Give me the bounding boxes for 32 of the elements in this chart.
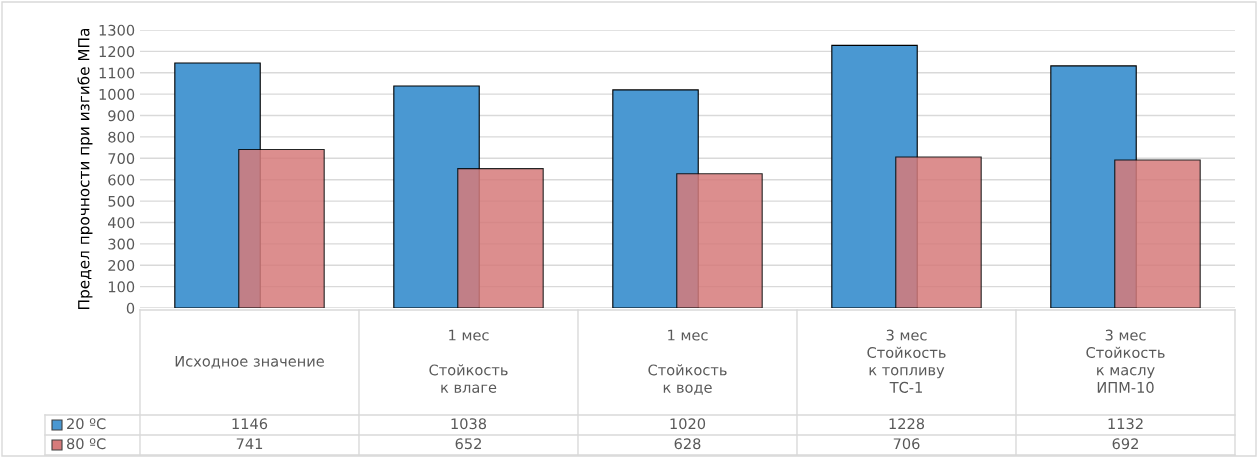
- y-tick-label: 1000: [99, 88, 135, 100]
- data-label: 1146: [232, 418, 268, 430]
- y-tick-label: 400: [108, 217, 135, 229]
- data-label: 741: [236, 438, 263, 450]
- y-tick-label: 800: [108, 131, 135, 143]
- y-tick-label: 1100: [99, 67, 135, 79]
- category-label: 1 мес Стойкость к воде: [648, 329, 727, 395]
- y-tick-label: 1200: [99, 46, 135, 58]
- data-label: 1038: [451, 418, 487, 430]
- legend-label: 20 ºC: [67, 418, 106, 430]
- y-tick-label: 0: [126, 302, 135, 314]
- legend-label: 80 ºC: [66, 438, 106, 450]
- x-tick-label: 3 мес Стойкость к маслу ИПМ-10: [1086, 329, 1165, 393]
- data-label: 1020: [670, 418, 706, 430]
- data-label: 1228: [889, 418, 925, 430]
- y-tick-label: 600: [108, 174, 135, 186]
- category-label: 1 мес Стойкость к влаге: [429, 329, 508, 393]
- y-tick-label: 200: [108, 259, 135, 271]
- data-label: 628: [674, 438, 701, 450]
- y-tick-label: 300: [108, 238, 135, 250]
- data-label: 652: [455, 438, 481, 450]
- y-tick-label: 1300: [99, 24, 135, 36]
- y-tick-label: 100: [108, 281, 135, 293]
- y-tick-label: 500: [108, 195, 135, 207]
- x-tick-label: Исходное значение: [175, 355, 324, 369]
- data-label: 1132: [1108, 418, 1143, 430]
- data-label: 692: [1112, 438, 1138, 450]
- y-axis-title: Предел прочности при изгибе МПа: [77, 28, 93, 309]
- data-label: 706: [893, 438, 920, 450]
- x-tick-label: 3 мес Стойкость к топливу ТС-1: [867, 329, 946, 393]
- y-tick-label: 700: [108, 153, 135, 165]
- y-tick-label: 900: [108, 110, 135, 122]
